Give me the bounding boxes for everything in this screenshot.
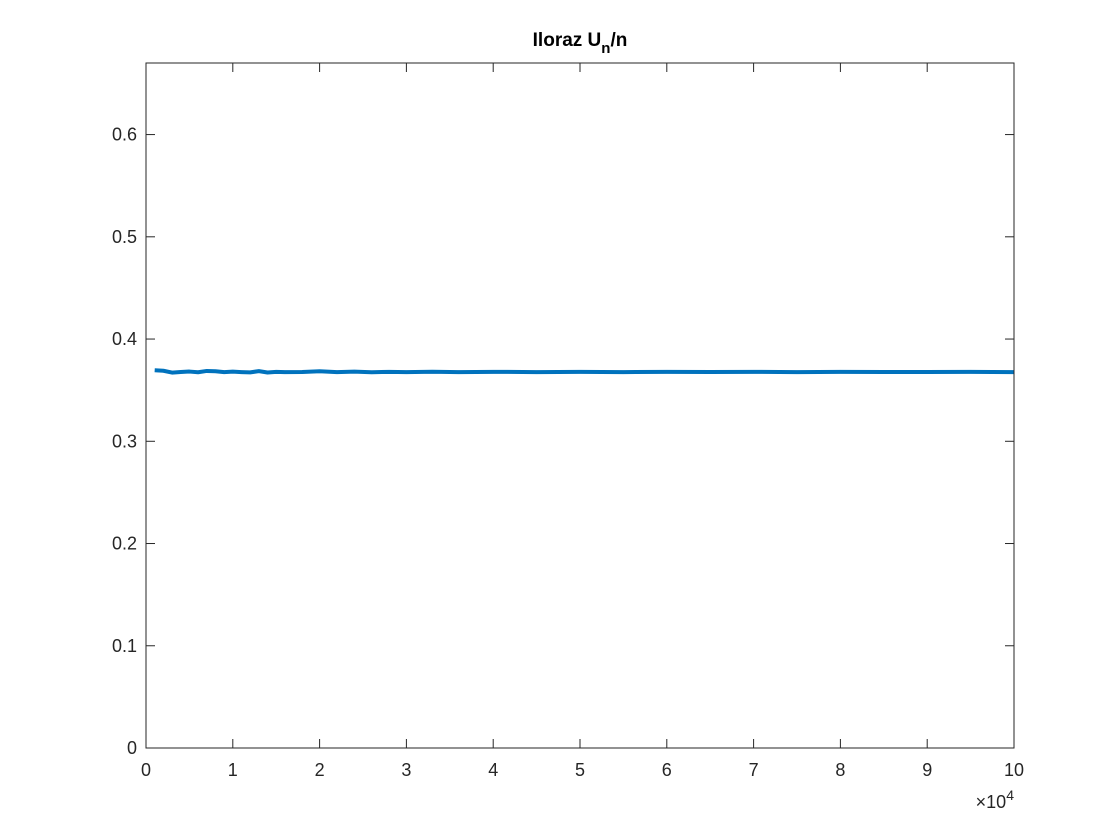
y-tick-label-0: 0	[127, 738, 137, 758]
x-tick-label-4: 4	[488, 760, 498, 780]
x-exponent-power: 4	[1006, 787, 1014, 803]
plot-area	[146, 63, 1014, 748]
x-tick-label-8: 8	[835, 760, 845, 780]
y-tick-label-3: 0.3	[112, 431, 137, 451]
y-tick-label-4: 0.4	[112, 329, 137, 349]
x-tick-label-1: 1	[228, 760, 238, 780]
series-line-0	[154, 368, 1015, 375]
y-tick-label-2: 0.2	[112, 534, 137, 554]
x-exponent-times: ×10	[976, 792, 1007, 812]
x-axis: 0 1 2 3 4 5 6 7 8 9 10	[141, 63, 1024, 780]
y-axis: 0 0.1 0.2 0.3 0.4 0.5 0.6	[112, 125, 1014, 758]
x-exponent-label: ×104	[976, 787, 1015, 812]
x-tick-label-9: 9	[922, 760, 932, 780]
x-tick-label-10: 10	[1004, 760, 1024, 780]
y-tick-label-1: 0.1	[112, 636, 137, 656]
x-tick-label-7: 7	[749, 760, 759, 780]
plot-box	[145, 62, 1015, 749]
chart-title-main: Iloraz U	[533, 30, 602, 51]
x-tick-label-6: 6	[662, 760, 672, 780]
x-tick-label-3: 3	[401, 760, 411, 780]
chart-title-subscript: n	[601, 40, 610, 57]
series-layer	[154, 368, 1015, 375]
chart-title: Iloraz Un/n	[533, 30, 628, 57]
y-tick-label-5: 0.5	[112, 227, 137, 247]
x-tick-label-5: 5	[575, 760, 585, 780]
y-tick-label-6: 0.6	[112, 125, 137, 145]
chart-title-suffix: /n	[610, 30, 627, 51]
x-tick-label-2: 2	[315, 760, 325, 780]
x-tick-label-0: 0	[141, 760, 151, 780]
